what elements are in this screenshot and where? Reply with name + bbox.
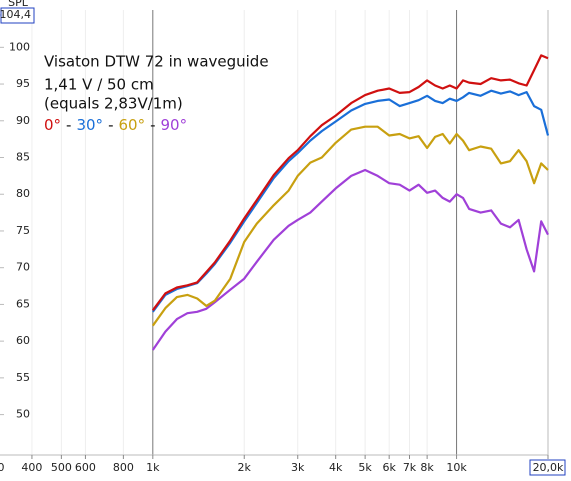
x-tick-label: 600 — [75, 461, 96, 474]
x-tick-label: 400 — [21, 461, 42, 474]
legend-entry: 90° — [161, 116, 188, 134]
legend-separator: - — [108, 116, 113, 134]
x-tick-label: 4k — [329, 461, 343, 474]
legend-entry: 0° — [44, 116, 61, 134]
legend: 0° -30° -60° -90° — [44, 116, 187, 134]
x-tick-label: 300 — [0, 461, 4, 474]
x-tick-label: 10k — [446, 461, 467, 474]
x-tick-label: 1k — [146, 461, 160, 474]
y-tick-label: 80 — [16, 187, 30, 200]
x-tick-label: 6k — [382, 461, 396, 474]
series-line — [151, 54, 549, 311]
x-tick-label: 20,0k — [533, 461, 564, 474]
y-limit-box — [0, 7, 35, 24]
y-tick-label: 95 — [16, 77, 30, 90]
legend-entry: 30° — [76, 116, 103, 134]
x-tick-label: 2k — [238, 461, 252, 474]
y-tick-label: 100 — [9, 40, 30, 53]
y-tick-label: 65 — [16, 297, 30, 310]
y-tick-label: 104,4 — [0, 8, 31, 21]
y-tick-label: 75 — [16, 224, 30, 237]
x-tick-label: 3k — [291, 461, 305, 474]
annotation: 1,41 V / 50 cm — [44, 76, 154, 94]
y-tick-label: 50 — [16, 408, 30, 421]
y-tick-label: 90 — [16, 114, 30, 127]
annotation: Visaton DTW 72 in waveguide — [44, 53, 269, 71]
x-tick-label: 7k — [403, 461, 417, 474]
y-axis-label: SPL — [8, 0, 29, 9]
series-line — [151, 168, 549, 351]
y-tick-label: 55 — [16, 371, 30, 384]
y-tick-label: 85 — [16, 151, 30, 164]
series-line — [151, 125, 549, 327]
legend-separator: - — [150, 116, 155, 134]
x-tick-label: 500 — [51, 461, 72, 474]
legend-separator: - — [66, 116, 71, 134]
x-tick-label: 8k — [420, 461, 434, 474]
legend-entry: 60° — [118, 116, 145, 134]
annotations: Visaton DTW 72 in waveguide 1,41 V / 50 … — [44, 53, 269, 134]
annotation: (equals 2,83V/1m) — [44, 95, 183, 113]
y-tick-label: 60 — [16, 334, 30, 347]
x-tick-label: 800 — [113, 461, 134, 474]
y-tick-label: 70 — [16, 261, 30, 274]
x-tick-label: 5k — [358, 461, 372, 474]
x-limit-box — [529, 459, 566, 476]
